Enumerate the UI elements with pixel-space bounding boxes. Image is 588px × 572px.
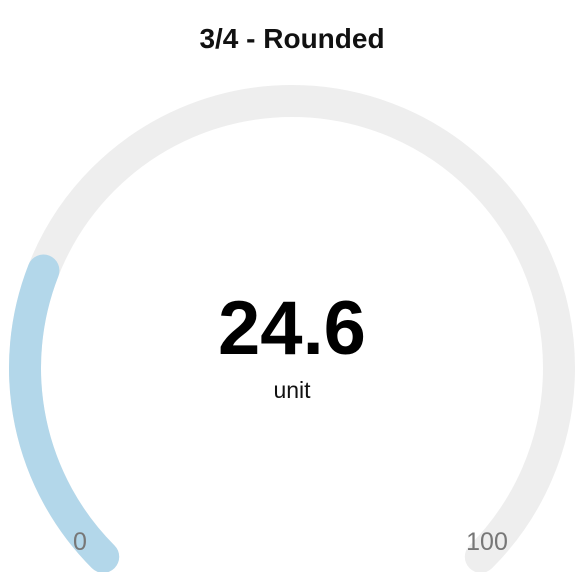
gauge-value-arc	[9, 254, 120, 572]
chart-title: 3/4 - Rounded	[199, 23, 384, 54]
gauge-unit: unit	[273, 377, 311, 403]
gauge-value: 24.6	[218, 286, 366, 371]
gauge-min-label: 0	[73, 528, 87, 556]
gauge-max-label: 100	[466, 528, 508, 556]
